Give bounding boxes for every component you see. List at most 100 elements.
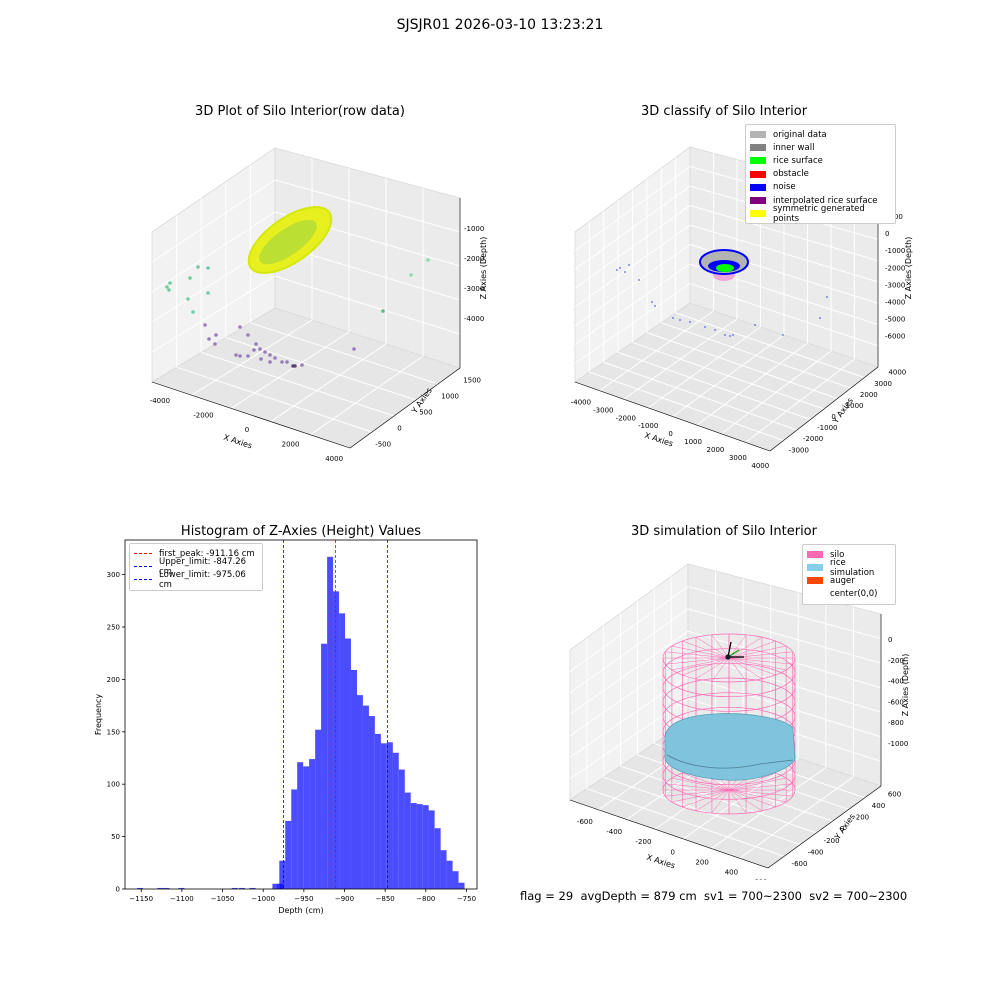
simulation-gridline — [569, 586, 689, 672]
classify-gridline — [696, 342, 808, 426]
raw-gridline — [225, 337, 417, 401]
histogram-bar — [303, 766, 310, 889]
classify-gridline — [574, 185, 691, 270]
classify-noise-point — [782, 334, 784, 336]
simulation-gridline — [620, 765, 817, 834]
raw-z-axis-label: Z Axies (Depth) — [479, 237, 488, 300]
classify-noise-point — [729, 335, 731, 337]
raw-data-point — [238, 325, 242, 329]
histogram-x-tick-label: −1050 — [211, 895, 235, 903]
raw-data-point — [207, 337, 211, 341]
classify-legend-swatch — [750, 210, 766, 218]
classify-legend-entry: noise — [750, 181, 891, 194]
raw-data-point — [206, 291, 210, 295]
raw-data-point — [258, 347, 262, 351]
silo-floor-spoke — [728, 772, 776, 791]
classify-gridline — [675, 312, 865, 378]
silo-roof-spoke — [728, 657, 763, 679]
histogram-y-tick-label: 200 — [107, 676, 120, 684]
histogram-bar — [351, 669, 357, 889]
simulation-legend-entry: rice simulation — [807, 558, 891, 578]
simulation-x-tick-label: -400 — [606, 828, 622, 836]
simulation-x-tick-label: -600 — [577, 818, 593, 826]
histogram-x-tick-label: −750 — [457, 895, 476, 903]
raw-data-point — [188, 276, 192, 280]
classify-x-tick-label: 2000 — [707, 446, 725, 454]
histogram-bar — [345, 638, 351, 889]
classify-noise-point — [638, 279, 640, 281]
raw-gridline — [151, 211, 276, 293]
raw-data-point — [203, 323, 207, 327]
silo-roof-spoke — [728, 657, 747, 682]
classify-z-tick-label: -5000 — [885, 316, 905, 324]
raw-y-tick-label: 0 — [397, 424, 401, 432]
classify-noise-point — [624, 271, 626, 273]
histogram-bar — [458, 882, 465, 889]
simulation-x-tick-label: 400 — [725, 868, 738, 876]
classify-noise-point — [651, 301, 653, 303]
silo-roof-spoke — [671, 645, 730, 659]
classify-y-tick-label: -3000 — [789, 446, 809, 454]
classify-noise-point — [704, 326, 706, 328]
simulation-3d-plot: -600-400-2000200400600-600-400-200020040… — [569, 563, 910, 880]
simulation-gridline — [687, 675, 882, 738]
silo-roof-spoke — [728, 637, 763, 659]
simulation-gridline — [687, 608, 882, 664]
raw-data-3d-plot: -4000 -2000 0 2000 4000 -500 0 500 1000 1500 -1000… — [150, 147, 488, 463]
classify-legend-label: inner wall — [773, 142, 815, 153]
raw-data-point — [246, 333, 250, 337]
silo-roof-spoke — [728, 657, 776, 676]
histogram-y-tick-label: 50 — [111, 833, 120, 841]
simulation-y-tick-label: -400 — [808, 849, 824, 857]
raw-gridline — [201, 351, 395, 417]
silo-floor-spoke — [728, 789, 763, 811]
raw-rice-surface-shade — [259, 219, 317, 265]
silo-roof-spoke — [728, 657, 793, 665]
histogram-bar — [422, 805, 429, 889]
simulation-z-tick-label: -1000 — [888, 740, 908, 748]
raw-data-point — [285, 360, 289, 364]
classify-y-tick-label: 0 — [831, 413, 835, 421]
histogram-legend-entry: Upper_limit: -847.26 cm — [134, 557, 258, 577]
raw-y-axis-line — [349, 367, 461, 449]
histogram-x-tick-label: −900 — [335, 895, 354, 903]
silo-roof-spoke — [728, 645, 787, 659]
classify-gridline — [574, 166, 691, 252]
histogram-y-tick-label: 300 — [107, 571, 120, 579]
simulation-gridline — [569, 675, 689, 758]
status-footer: flag = 29 avgDepth = 879 cm sv1 = 700~23… — [520, 889, 908, 903]
classify-x-tick-label: 4000 — [751, 462, 769, 470]
raw-data-point — [206, 266, 210, 270]
raw-gridline — [274, 179, 461, 233]
histogram-bar — [239, 887, 246, 889]
figure-title: SJSJR01 2026-03-10 13:23:21 — [396, 17, 604, 33]
histogram-bar — [309, 759, 316, 889]
silo-roof-spoke — [695, 657, 730, 679]
histogram-bar — [291, 789, 298, 889]
classify-noise-point — [628, 264, 630, 266]
silo-roof-spoke — [682, 640, 730, 659]
silo-roof-spoke — [665, 651, 730, 659]
raw-data-point — [252, 348, 256, 352]
raw-gridline — [270, 343, 387, 423]
raw-data-point — [165, 285, 169, 289]
histogram-bar — [434, 828, 441, 889]
classify-x-tick-label: -4000 — [571, 398, 591, 406]
classify-x-tick-label: 1000 — [684, 438, 702, 446]
histogram-y-axis-label: Frequency — [94, 694, 103, 736]
silo-floor-spoke — [728, 789, 776, 808]
histogram-bar — [452, 871, 459, 889]
histogram-x-tick-label: −1100 — [170, 895, 194, 903]
classify-y-tick-label: 4000 — [888, 369, 906, 377]
histogram-y-tick-label: 250 — [107, 623, 120, 631]
histogram-x-tick-label: −850 — [376, 895, 395, 903]
classify-x-tick-label: 3000 — [729, 454, 747, 462]
histogram-axes-frame — [124, 539, 478, 890]
classify-noise-point — [826, 296, 828, 298]
raw-data-point — [426, 258, 430, 262]
simulation-y-axis-line — [767, 785, 882, 869]
classify-legend-entry: original data — [750, 128, 891, 141]
classify-gridline — [689, 224, 879, 283]
simulation-legend-swatch — [807, 551, 823, 559]
silo-floor-spoke — [671, 789, 730, 803]
